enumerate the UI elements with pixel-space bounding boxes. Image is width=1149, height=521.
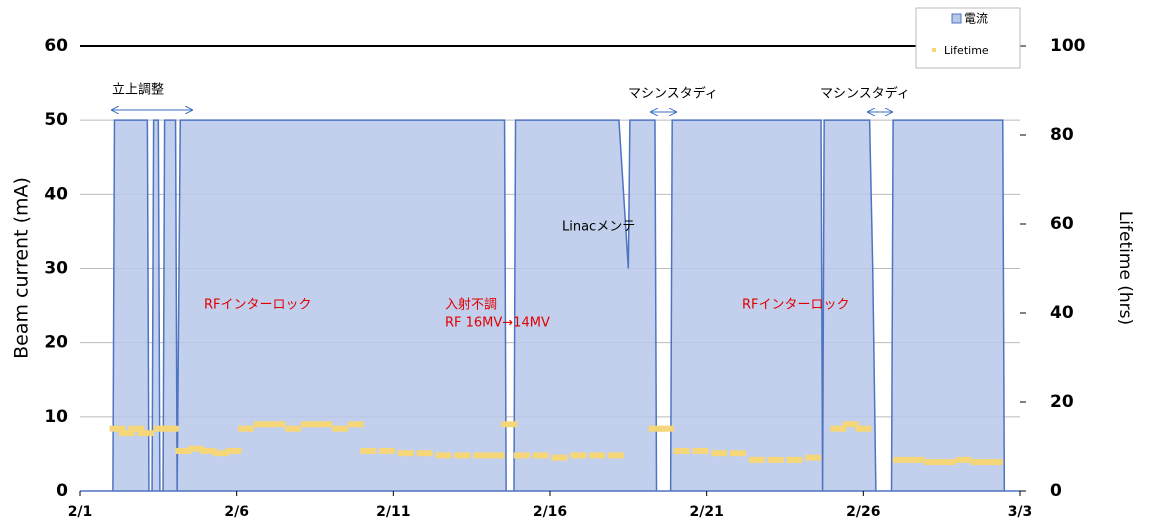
lifetime-point [692, 447, 709, 454]
lifetime-point [285, 425, 302, 432]
lifetime-point [786, 456, 803, 463]
lifetime-point [971, 459, 988, 466]
lifetime-point [213, 450, 229, 457]
lifetime-point [513, 452, 530, 459]
lifetime-point [397, 450, 414, 457]
annotation: マシンスタディ [628, 86, 718, 102]
lifetime-point [986, 459, 1003, 466]
lifetime-point [360, 447, 377, 454]
annotation: RF 16MV→14MV [445, 316, 550, 331]
lifetime-point [711, 450, 728, 457]
lifetime-point [908, 456, 925, 463]
lifetime-point [570, 452, 587, 459]
lifetime-point [162, 425, 179, 432]
y-axis-label: Beam current (mA) [11, 177, 33, 359]
x-tick-label: 3/3 [1008, 504, 1033, 520]
lifetime-point [187, 445, 204, 452]
lifetime-point [607, 452, 624, 459]
y-tick-label: 60 [44, 36, 68, 56]
lifetime-point [109, 425, 126, 432]
lifetime-point [416, 450, 433, 457]
y2-tick-label: 0 [1050, 481, 1062, 501]
y-tick-label: 0 [56, 481, 68, 501]
legend-box [915, 7, 1021, 69]
lifetime-point [253, 421, 270, 428]
lifetime-point [924, 459, 941, 466]
lifetime-point [119, 430, 135, 437]
lifetime-point [128, 425, 145, 432]
lifetime-point [748, 456, 765, 463]
lifetime-point [137, 430, 154, 437]
legend: 電流 Lifetime [915, 7, 1021, 69]
y2-tick-label: 80 [1050, 125, 1074, 145]
lifetime-point [673, 447, 690, 454]
lifetime-point [225, 447, 242, 454]
x-tick-label: 2/6 [224, 504, 249, 520]
lifetime-point [200, 447, 217, 454]
lifetime-point [473, 452, 490, 459]
y-tick-label: 20 [44, 333, 68, 353]
x-tick-label: 2/21 [689, 504, 723, 520]
lifetime-point [855, 425, 872, 432]
annotation: Linacメンテ [562, 220, 635, 235]
lifetime-point [657, 425, 674, 432]
lifetime-point [332, 425, 349, 432]
y2-tick-label: 60 [1050, 214, 1074, 234]
y2-tick-label: 100 [1050, 36, 1086, 56]
lifetime-point [300, 421, 317, 428]
lifetime-point [238, 425, 255, 432]
y2-tick-label: 40 [1050, 303, 1074, 323]
lifetime-point [551, 454, 568, 461]
lifetime-point [842, 421, 859, 428]
y-tick-label: 10 [44, 407, 68, 427]
x-tick-label: 2/11 [376, 504, 410, 520]
lifetime-point [454, 452, 471, 459]
lifetime-point [955, 456, 972, 463]
lifetime-point [269, 421, 286, 428]
lifetime-point [347, 421, 364, 428]
lifetime-point [892, 456, 909, 463]
lifetime-point [501, 421, 518, 428]
lifetime-point [316, 421, 333, 428]
legend-swatch [932, 48, 936, 52]
y-tick-label: 50 [44, 110, 68, 130]
lifetime-point [175, 447, 192, 454]
y2-tick-label: 20 [1050, 392, 1074, 412]
lifetime-point [435, 452, 452, 459]
y-tick-label: 30 [44, 259, 68, 279]
lifetime-point [589, 452, 605, 459]
lifetime-point [532, 452, 549, 459]
annotation: RFインターロック [204, 298, 312, 313]
x-tick-label: 2/16 [533, 504, 567, 520]
annotation: RFインターロック [742, 298, 850, 313]
lifetime-point [648, 425, 665, 432]
annotation: 立上調整 [112, 83, 164, 98]
legend-label: 電流 [964, 12, 988, 26]
lifetime-point [730, 450, 746, 457]
legend-swatch [951, 13, 962, 24]
legend-label: Lifetime [944, 44, 989, 57]
lifetime-point [153, 425, 170, 432]
x-tick-label: 2/26 [846, 504, 880, 520]
x-tick-label: 2/1 [68, 504, 93, 520]
annotation: マシンスタディ [820, 86, 910, 102]
lifetime-point [488, 452, 505, 459]
y2-axis-label: Lifetime (hrs) [1115, 211, 1135, 325]
lifetime-point [830, 425, 847, 432]
lifetime-point [379, 447, 396, 454]
annotation: 入射不調 [445, 297, 497, 313]
lifetime-point [805, 454, 822, 461]
lifetime-point [939, 459, 956, 466]
lifetime-point [767, 456, 784, 463]
y-tick-label: 40 [44, 184, 68, 204]
current-area [80, 119, 1020, 492]
